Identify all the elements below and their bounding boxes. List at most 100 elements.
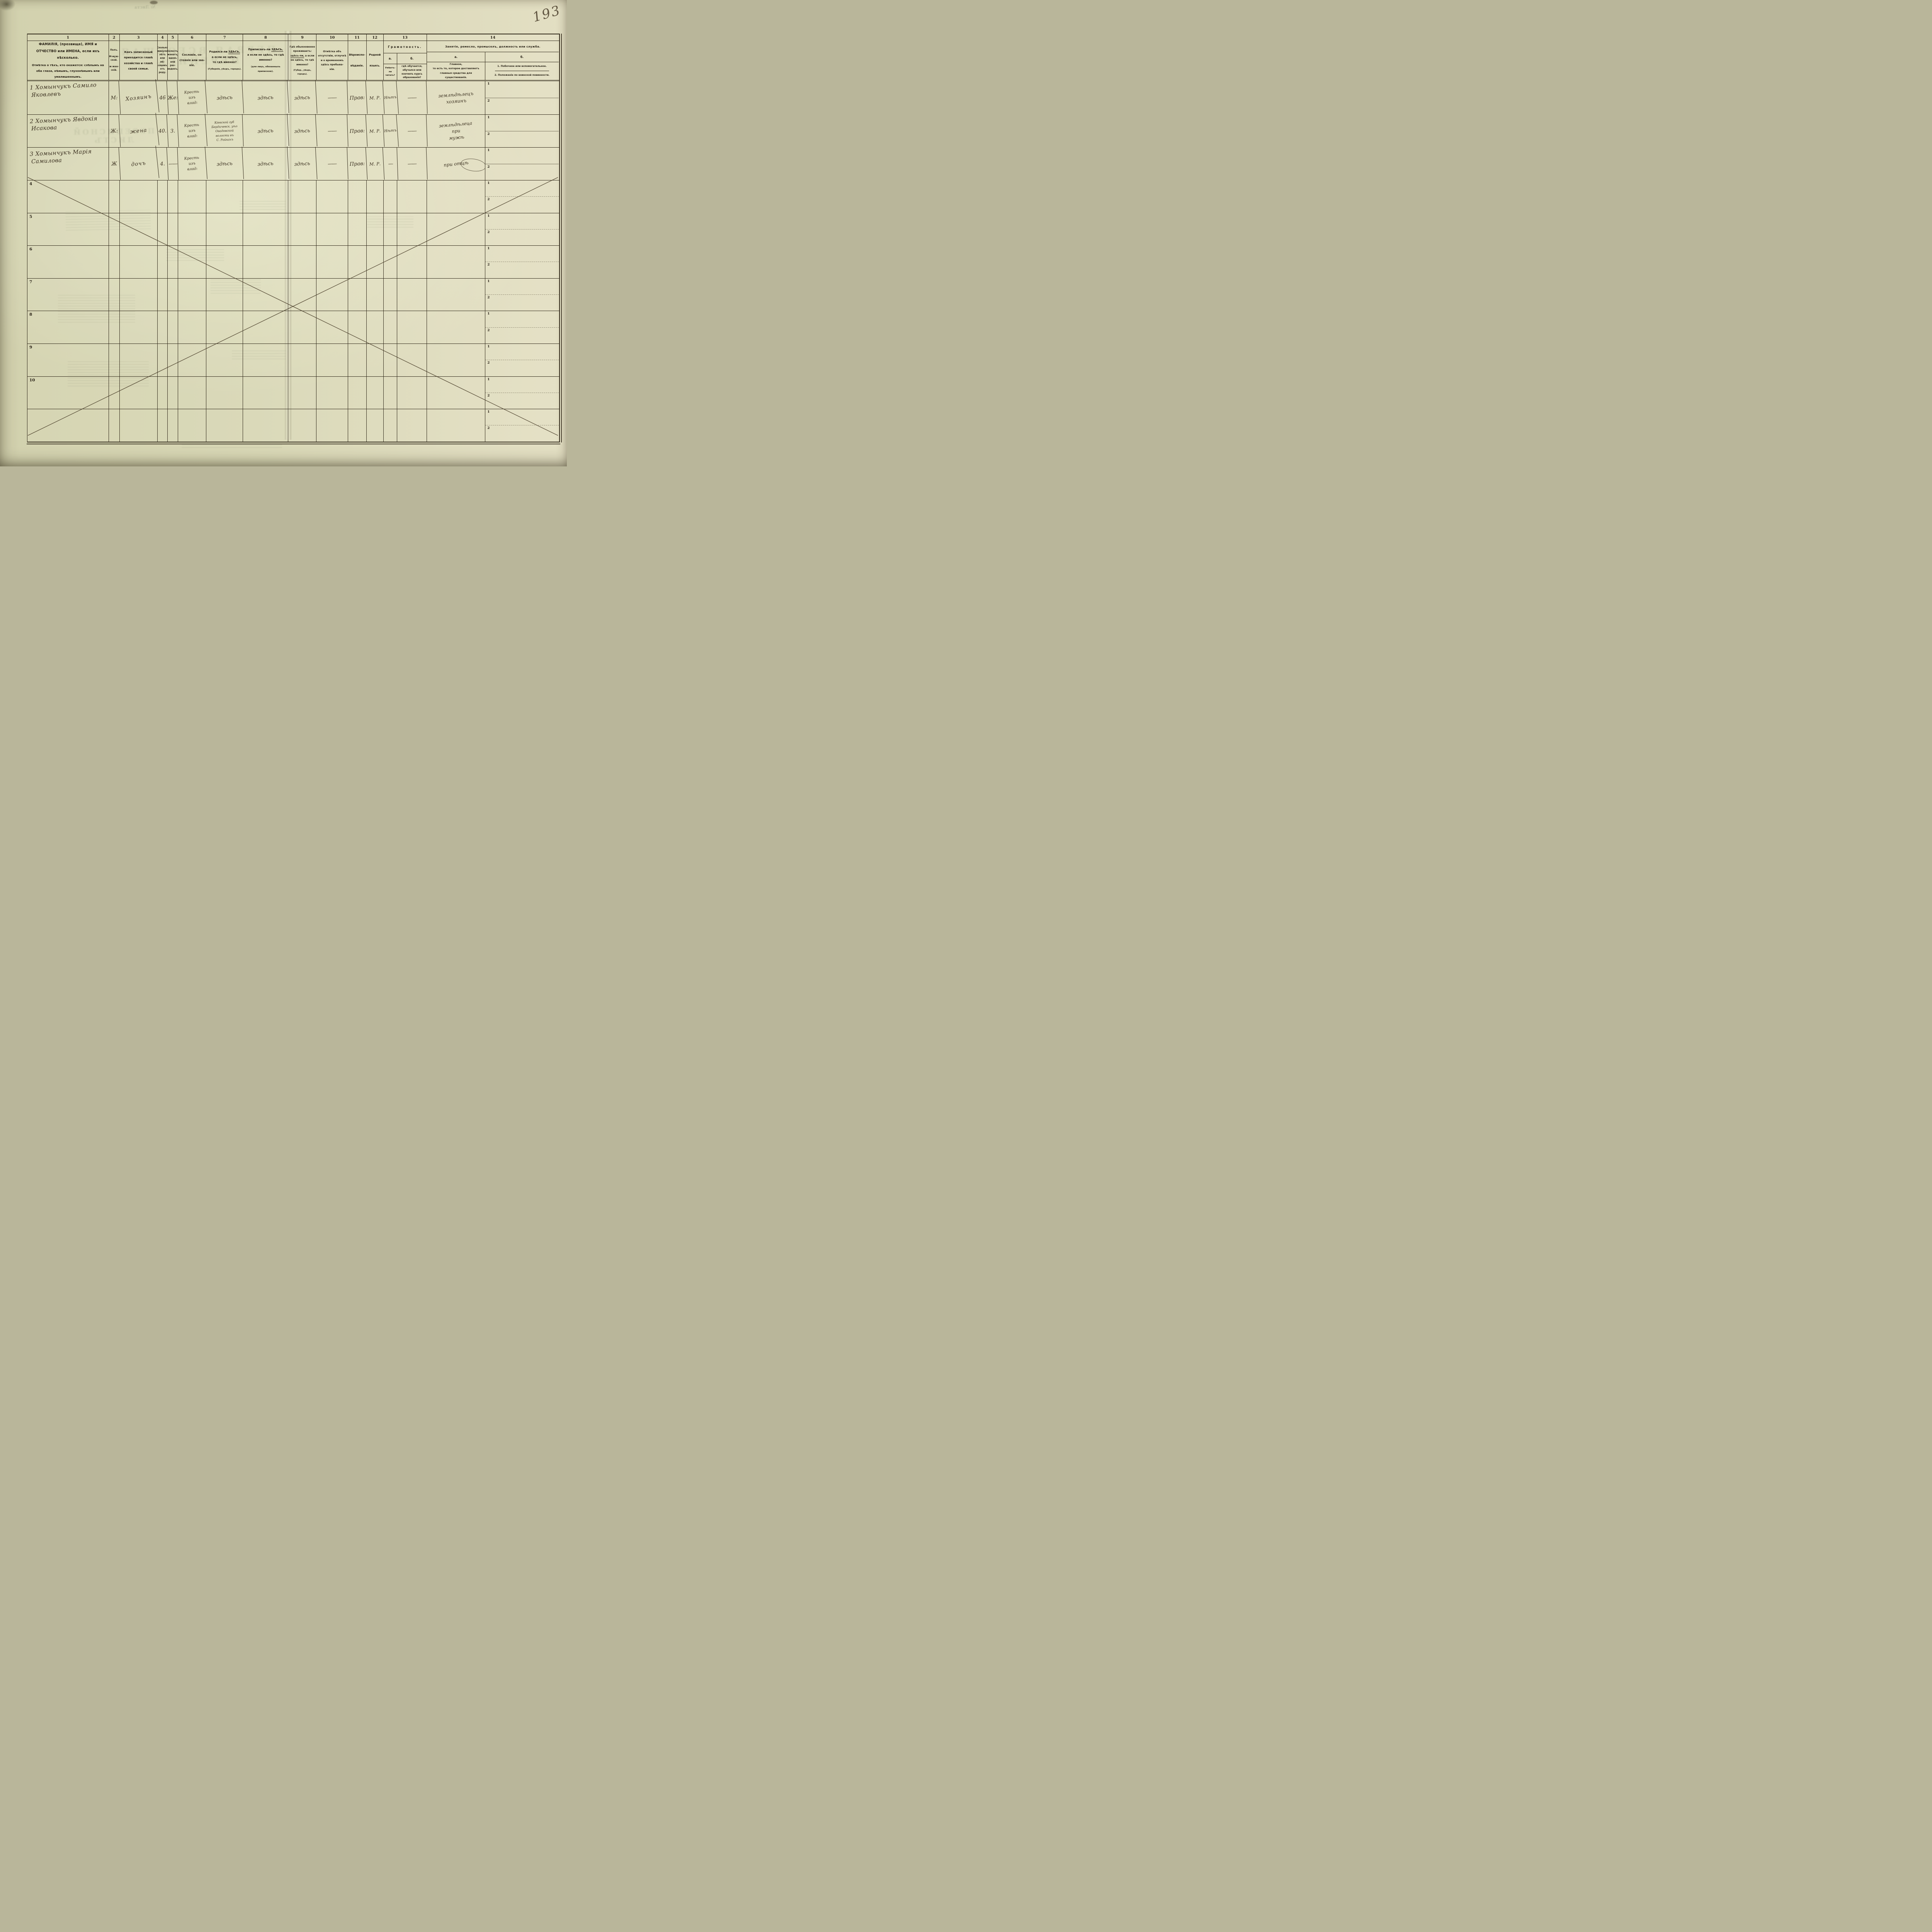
relation-cell: Хозяинъ (118, 79, 160, 116)
col-number: 6 (178, 34, 207, 41)
occupation-cell: землѣдѣлеца при мужѣ (427, 115, 486, 147)
sub-label-a: а. (384, 53, 398, 64)
table-row-empty: 6 1 2 (27, 246, 559, 279)
col-number: 3 (120, 34, 158, 41)
table-row-empty: 8 1 2 (27, 311, 559, 344)
table-row-empty: 4 1 2 (27, 180, 559, 213)
religion-cell: Прав: (347, 80, 367, 115)
table-row-empty: 7 1 2 (27, 278, 559, 311)
sub-label-a: а. (427, 52, 486, 62)
residence-cell: здѣсь (287, 147, 318, 181)
table-row-empty: 10 1 2 (27, 376, 559, 410)
header-main-occupation: Главное, то есть то, которое доставляетъ… (427, 62, 486, 80)
name-cell: 3 Хомынчукъ Марія Самилова (27, 148, 109, 180)
sub-label-b: б. (410, 57, 414, 60)
table-row-entry-2: 2 Хомынчукъ Явдокія Исакова Ж: жена 40. … (27, 113, 559, 149)
registration-cell: здѣсь (242, 113, 289, 149)
header-registration: Приписанъ-ли ЗДѢСЬ, а если не здѣсь, то … (243, 41, 289, 80)
header-language: Родной языкъ. (367, 41, 384, 80)
header-occupation-block: Занятіе, ремесло, промыселъ, должность и… (427, 41, 559, 80)
birthplace-cell: здѣсь (205, 80, 244, 116)
header-occupation-title: Занятіе, ремесло, промыселъ, должность и… (427, 41, 559, 53)
estate-cell: Кресть изъ влад: (177, 80, 207, 116)
header-age: Сколько минуло лѣтъ или мѣ- сяцевъ отъ р… (158, 41, 168, 80)
table-row-entry-3: 3 Хомынчукъ Марія Самилова Ж дочъ 4. —— … (27, 146, 559, 182)
religion-cell: Прав: (347, 114, 367, 148)
occupation-cell: при отцѣ (427, 148, 486, 180)
registration-cell: здѣсь (242, 146, 289, 182)
col-number: 11 (348, 34, 367, 41)
header-can-read: Умѣетъ- ли читать? (384, 64, 398, 80)
birthplace-cell: здѣсь (205, 146, 244, 181)
header-absence-note: Отмѣтка объ отсутствіи, отлучкѣ и о врем… (316, 41, 348, 80)
language-cell: М. Р. (366, 80, 384, 115)
secondary-occupation-cell: 1 2 (485, 213, 559, 246)
bleed-smudge (182, 444, 282, 450)
relation-cell: дочъ (118, 146, 159, 182)
table-row-empty: 5 1 2 (27, 213, 559, 246)
col-number: 4 (158, 34, 168, 41)
header-estate: Сословіе, со- стояніе или зва- ніе. (178, 41, 207, 80)
religion-cell: Прав: (347, 147, 367, 181)
header-residence: Гдѣ обыкновенно проживаетъ: здѣсь-ли, а … (288, 41, 317, 80)
secondary-occupation-cell: 1 2 (485, 115, 559, 147)
header-sex: Полъ. М-муж- ской. ж-жен- скій. (109, 41, 120, 80)
estate-cell: Кресть изъ влад: (177, 146, 207, 181)
absence-cell: —— (316, 147, 349, 181)
literacy-cell: Нѣтъ (382, 80, 399, 115)
education-cell: —— (396, 114, 428, 148)
corner-smudge (0, 0, 15, 11)
name-cell: 5 (27, 213, 109, 246)
column-number-row: 1 2 3 4 5 6 7 8 9 10 11 12 13 14 (27, 34, 559, 41)
name-cell: 7 (27, 278, 109, 311)
header-education: гдѣ обучается, обучался или кончилъ курс… (401, 65, 423, 79)
col-number: 9 (288, 34, 317, 41)
table-row-empty: 9 1 2 (27, 344, 559, 377)
col-number: 14 (490, 35, 495, 40)
header-secondary-occupation: 1. Побочное или вспомогательное. 2. Поло… (485, 62, 558, 80)
name-cell: 8 (27, 311, 109, 344)
registration-cell: здѣсь (242, 80, 289, 116)
occupation-cell: землѣдѣлецъ хозяинъ (427, 81, 486, 114)
name-cell: 10 (27, 376, 109, 409)
header-marital-status: Холостъ, женатъ, вдовъ или раз- веденъ. (168, 41, 179, 80)
secondary-occupation-cell: 1 2 (485, 409, 559, 442)
name-cell: 6 (27, 246, 109, 278)
education-cell: —— (396, 80, 428, 115)
census-page-scan: 193 № Листа ПЕРВАЯ ВСЕОБЩАЯ ПЕРЕПИСЬ ПЕР… (0, 0, 567, 466)
col-number: 13 (384, 34, 427, 41)
secondary-occupation-cell: 1 2 (485, 180, 559, 213)
absence-cell: —— (316, 114, 349, 148)
col-number: 12 (367, 34, 384, 41)
col-number: 8 (243, 34, 289, 41)
birthplace-cell: Кіевской губ Бердичевск. уѣз Овадовской … (206, 114, 244, 148)
bleed-sheet-number-label: № Листа (134, 4, 156, 10)
table-row-empty: 1 2 (27, 409, 559, 442)
secondary-occupation-cell: 1 2 (485, 311, 559, 344)
census-table: 1 2 3 4 5 6 7 8 9 10 11 12 13 14 ФАМИЛІЯ… (27, 34, 562, 444)
table-row-entry-1: 1 Хомынчукъ Самило Яковлевъ М: Хозяинъ 4… (27, 79, 559, 116)
language-cell: М. Р. (366, 147, 384, 181)
header-literacy-title: Грамотность. (383, 41, 427, 53)
literacy-cell: — (383, 147, 398, 180)
estate-cell: Кресть изъ влад: (177, 114, 207, 148)
secondary-occupation-cell: 1 2 (485, 377, 559, 409)
secondary-occupation-cell: 1 2 (485, 246, 559, 278)
page-number-handwritten: 193 (531, 2, 563, 26)
name-cell: 4 (27, 180, 109, 213)
col-number: 2 (109, 34, 120, 41)
residence-cell: здѣсь (287, 114, 318, 148)
header-name-column: ФАМИЛІЯ, (прозвище), ИМЯ и ОТЧЕСТВО или … (27, 41, 109, 80)
header-literacy-block: Грамотность. а. б. Умѣетъ- ли читать? гд… (383, 41, 427, 80)
education-cell: —— (396, 147, 428, 181)
name-cell: 9 (27, 344, 109, 376)
header-birthplace: Родился-ли ЗДѢСЬ, а если не здѣсь, то гд… (206, 41, 243, 80)
col-number: 1 (27, 34, 109, 41)
secondary-occupation-cell: 1 2 (485, 344, 559, 376)
name-cell: 2 Хомынчукъ Явдокія Исакова (27, 115, 109, 147)
col-number: 10 (316, 34, 348, 41)
relation-cell: жена (118, 113, 159, 149)
residence-cell: здѣсь (287, 80, 318, 115)
secondary-occupation-cell: 1 2 (485, 279, 559, 311)
age-cell: 4. (156, 147, 169, 180)
